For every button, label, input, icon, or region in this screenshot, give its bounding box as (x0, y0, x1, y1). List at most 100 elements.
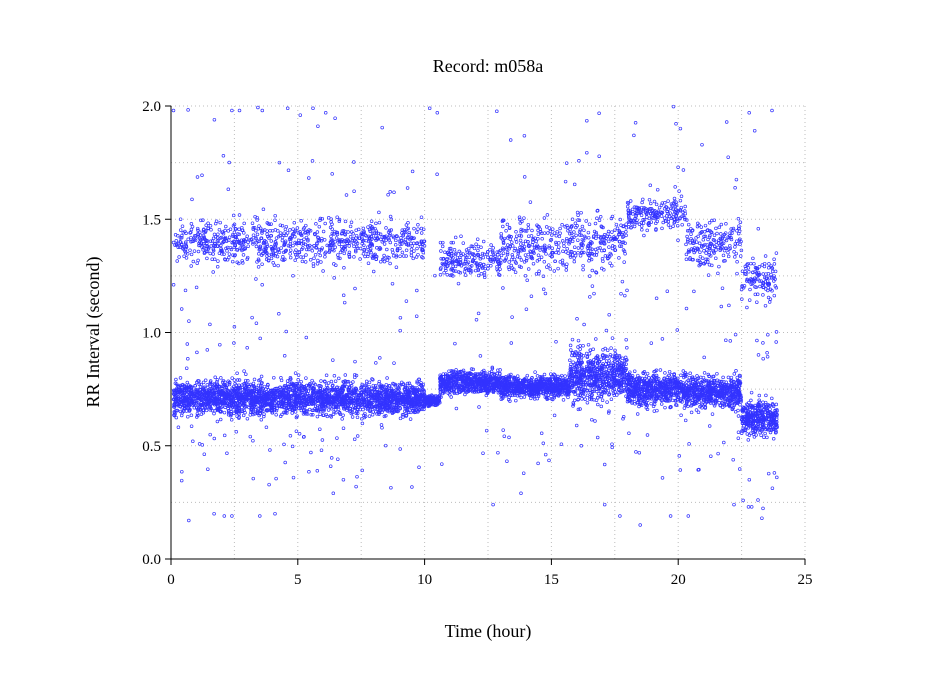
data-point (201, 411, 206, 415)
data-point (304, 376, 308, 380)
data-point (379, 395, 384, 399)
data-point (409, 247, 414, 252)
data-point (354, 228, 358, 233)
data-point (190, 392, 194, 397)
data-point (353, 286, 357, 291)
data-point (190, 224, 195, 229)
data-point (385, 393, 390, 398)
data-point (319, 379, 323, 383)
data-point (377, 210, 381, 215)
data-point (306, 389, 311, 393)
data-point (461, 241, 466, 245)
data-point (337, 411, 342, 415)
data-point (332, 374, 337, 378)
data-point (192, 233, 197, 238)
data-point (413, 398, 418, 403)
data-point (226, 187, 231, 192)
data-point (302, 387, 307, 392)
data-point (201, 390, 205, 394)
data-point (314, 222, 318, 226)
data-point (275, 403, 279, 407)
data-point (321, 229, 326, 234)
data-point (339, 388, 343, 393)
data-point (294, 429, 299, 433)
data-point (362, 415, 367, 420)
data-point (197, 396, 201, 400)
data-point (245, 346, 249, 350)
data-point (226, 406, 230, 411)
data-point (405, 405, 410, 409)
data-point (309, 385, 314, 389)
data-point (320, 216, 325, 221)
data-point (242, 389, 247, 394)
data-point (278, 385, 283, 389)
data-point (389, 485, 393, 490)
data-point (406, 221, 410, 225)
data-point (224, 385, 229, 389)
data-point (269, 233, 274, 238)
data-point (207, 398, 211, 402)
data-point (368, 229, 372, 233)
data-point (440, 244, 445, 249)
data-point (228, 393, 233, 398)
data-point (563, 374, 567, 378)
data-point (440, 462, 444, 466)
data-point (252, 396, 257, 400)
data-point (379, 388, 384, 393)
data-point (201, 380, 206, 385)
data-point (449, 395, 453, 399)
data-point (218, 389, 223, 393)
data-point (293, 258, 297, 263)
data-point (328, 225, 333, 230)
data-point (452, 248, 457, 252)
data-point (535, 374, 540, 378)
data-point (350, 400, 354, 405)
data-point (411, 256, 415, 261)
data-point (418, 244, 423, 249)
data-point (360, 400, 364, 405)
data-point (202, 394, 206, 399)
data-point (311, 392, 316, 397)
data-point (285, 386, 289, 390)
data-point (291, 273, 295, 278)
data-point (404, 223, 409, 227)
data-point (264, 425, 269, 430)
data-point (218, 417, 223, 422)
data-point (184, 395, 189, 400)
data-point (319, 248, 324, 252)
data-point (189, 227, 194, 232)
data-point (179, 307, 184, 311)
data-point (351, 380, 355, 384)
data-point (354, 409, 359, 414)
data-point (195, 261, 199, 265)
data-point (329, 456, 334, 460)
data-point (284, 248, 288, 253)
data-point (327, 401, 332, 405)
data-point (322, 400, 326, 404)
data-point (408, 417, 413, 421)
data-point (317, 247, 322, 252)
data-point (215, 265, 220, 269)
data-point (411, 386, 415, 390)
data-point (184, 387, 189, 391)
data-point (352, 255, 356, 259)
data-point (254, 399, 258, 404)
data-point (278, 414, 283, 418)
data-point (178, 398, 183, 402)
data-point (355, 434, 360, 438)
data-point (415, 230, 419, 235)
data-point (244, 404, 249, 409)
data-point (475, 237, 480, 241)
data-point (419, 387, 424, 391)
data-point (359, 390, 364, 394)
data-point (178, 376, 183, 380)
data-point (261, 207, 266, 212)
data-point (307, 176, 311, 180)
data-point (486, 266, 490, 271)
data-point (243, 378, 248, 383)
data-point (417, 403, 421, 408)
data-point (306, 238, 310, 243)
data-point (333, 395, 337, 400)
data-point (242, 382, 246, 386)
data-point (188, 384, 192, 389)
